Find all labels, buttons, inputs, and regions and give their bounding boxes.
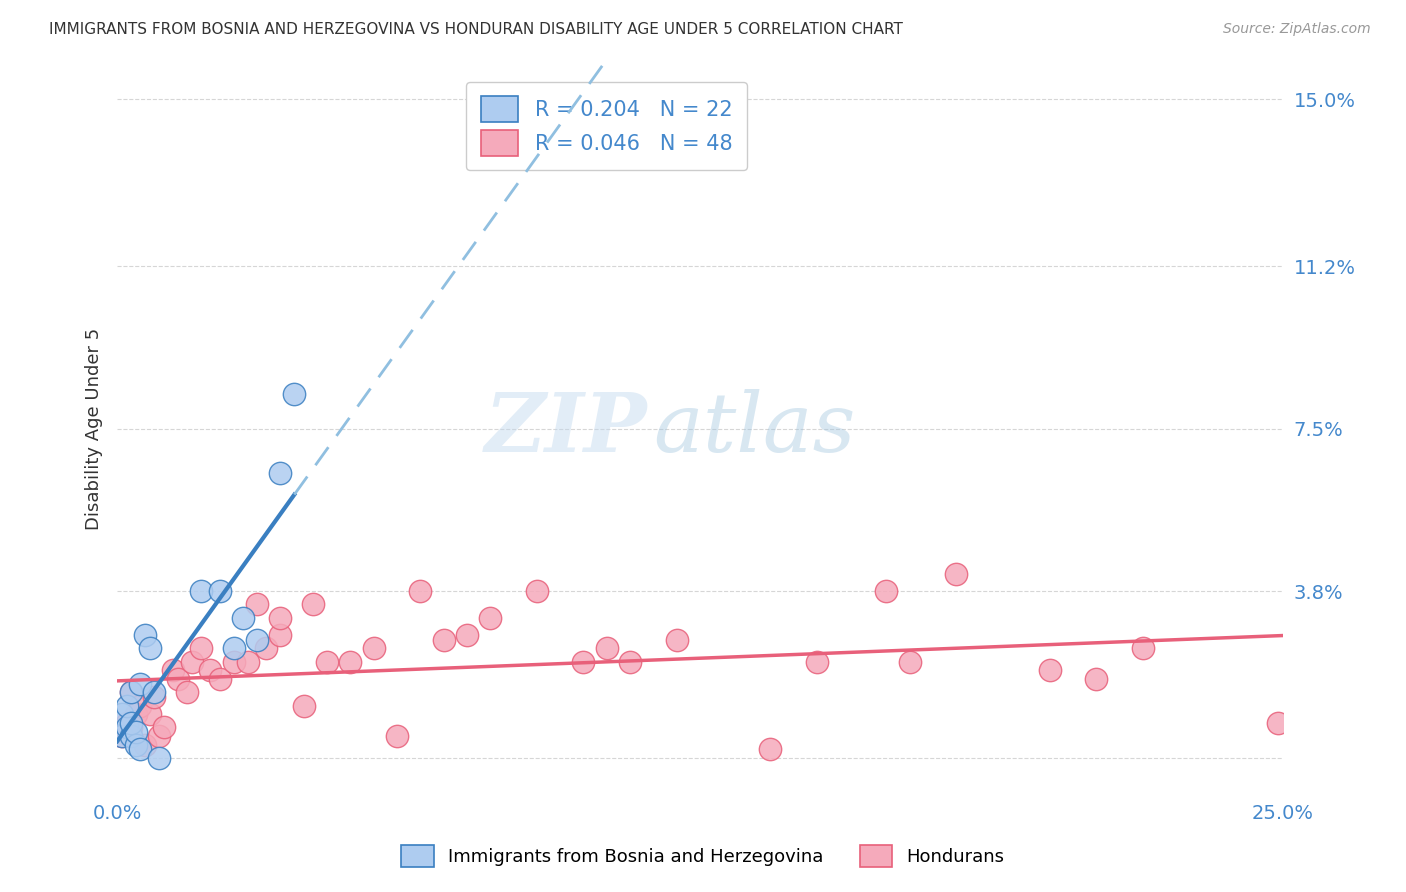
Point [208, 672, 231, 686]
Point [208, 584, 231, 599]
Point [162, 664, 184, 678]
Point [945, 566, 967, 581]
Point [120, 685, 142, 699]
Point [111, 729, 134, 743]
Legend: R = 0.204   N = 22, R = 0.046   N = 48: R = 0.204 N = 22, R = 0.046 N = 48 [467, 82, 747, 170]
Point [232, 610, 254, 624]
Point [246, 632, 269, 647]
Point [180, 655, 202, 669]
Point [596, 641, 619, 656]
Point [190, 641, 212, 656]
Point [1132, 641, 1154, 656]
Point [339, 655, 361, 669]
Point [363, 641, 385, 656]
Point [246, 598, 269, 612]
Point [134, 738, 156, 752]
Point [176, 685, 198, 699]
Point [479, 610, 502, 624]
Point [134, 628, 156, 642]
Point [302, 598, 325, 612]
Point [875, 584, 897, 599]
Point [143, 690, 166, 704]
Point [200, 664, 222, 678]
Legend: Immigrants from Bosnia and Herzegovina, Hondurans: Immigrants from Bosnia and Herzegovina, … [392, 836, 1014, 876]
Point [115, 698, 138, 713]
Point [898, 655, 921, 669]
Point [222, 641, 245, 656]
Point [129, 742, 152, 756]
Point [139, 707, 162, 722]
Point [292, 698, 315, 713]
Point [316, 655, 339, 669]
Point [111, 729, 134, 743]
Point [269, 610, 291, 624]
Point [115, 716, 138, 731]
Y-axis label: Disability Age Under 5: Disability Age Under 5 [86, 327, 103, 530]
Point [665, 632, 688, 647]
Point [129, 698, 152, 713]
Point [1039, 664, 1062, 678]
Point [143, 685, 166, 699]
Point [190, 584, 212, 599]
Point [111, 707, 134, 722]
Point [120, 685, 142, 699]
Point [125, 707, 148, 722]
Point [269, 628, 291, 642]
Point [148, 729, 170, 743]
Point [166, 672, 188, 686]
Point [269, 466, 291, 480]
Point [115, 721, 138, 735]
Point [572, 655, 595, 669]
Point [283, 386, 305, 401]
Text: Source: ZipAtlas.com: Source: ZipAtlas.com [1223, 22, 1371, 37]
Point [806, 655, 828, 669]
Text: atlas: atlas [654, 389, 856, 468]
Text: IMMIGRANTS FROM BOSNIA AND HERZEGOVINA VS HONDURAN DISABILITY AGE UNDER 5 CORREL: IMMIGRANTS FROM BOSNIA AND HERZEGOVINA V… [49, 22, 903, 37]
Point [385, 729, 408, 743]
Point [125, 738, 148, 752]
Point [153, 721, 176, 735]
Point [619, 655, 641, 669]
Point [125, 724, 148, 739]
Point [120, 729, 142, 743]
Point [456, 628, 478, 642]
Point [432, 632, 454, 647]
Point [1085, 672, 1108, 686]
Text: ZIP: ZIP [485, 389, 648, 468]
Point [120, 716, 142, 731]
Point [1267, 716, 1289, 731]
Point [526, 584, 548, 599]
Point [139, 641, 162, 656]
Point [409, 584, 432, 599]
Point [254, 641, 277, 656]
Point [222, 655, 245, 669]
Point [129, 676, 152, 690]
Point [148, 751, 170, 765]
Point [120, 721, 142, 735]
Point [236, 655, 259, 669]
Point [759, 742, 782, 756]
